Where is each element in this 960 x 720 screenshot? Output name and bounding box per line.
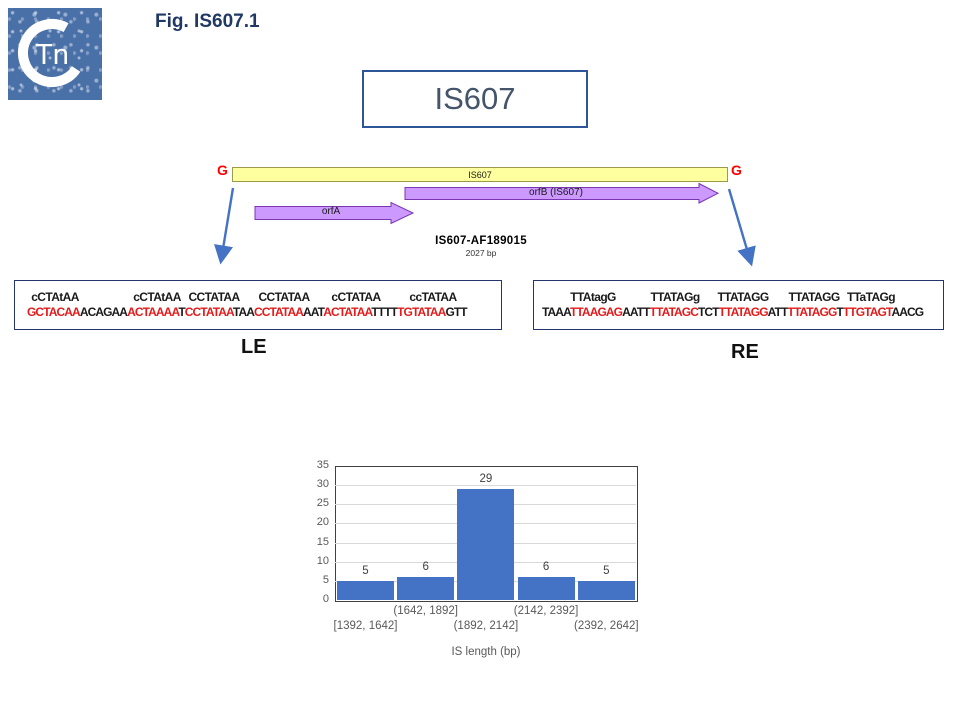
sequence-segment-black: TAAA: [542, 305, 571, 319]
consensus-group: TTATAGG: [717, 290, 769, 304]
orfA-label: orfA: [321, 206, 341, 217]
is607-element-bar: IS607: [232, 167, 728, 182]
element-length-label: 2027 bp: [465, 248, 497, 258]
sequence-segment-black: AACG: [891, 305, 924, 319]
x-category-label: (1642, 1892]: [393, 605, 458, 617]
sequence-segment-black: TAA: [232, 305, 255, 319]
sequence-segment-black: TTTT: [371, 305, 398, 319]
sequence-segment-black: AATT: [622, 305, 650, 319]
y-tick-label: 10: [316, 554, 329, 567]
x-category-label: (1892, 2142]: [453, 620, 519, 632]
y-tick-label: 35: [316, 459, 329, 471]
consensus-group: cCTAtAA: [31, 290, 79, 304]
is607-title-box: IS607: [362, 70, 588, 128]
sequence-segment-red: TTATAGG: [787, 305, 837, 319]
histogram-bar: [457, 489, 515, 600]
bar-data-label: 6: [542, 561, 550, 573]
right-flank-base: G: [731, 162, 742, 178]
consensus-group: CCTATAA: [188, 290, 240, 304]
sequence-segment-red: GCTACAA: [27, 305, 81, 319]
plot-area-border: [335, 466, 638, 602]
y-tick-label: 15: [316, 535, 329, 548]
sequence-segment-black: ACAGAA: [79, 305, 128, 319]
consensus-group: cCTAtAA: [133, 290, 181, 304]
consensus-group: CCTATAA: [258, 290, 310, 304]
gridline: [335, 485, 636, 487]
sequence-segment-red: CCTATAA: [253, 305, 304, 319]
le-sequence-box: cCTAtAA cCTAtAA CCTATAA CCTATAA cCTATAA ccTAT…: [14, 280, 502, 330]
left-flank-base: G: [217, 162, 228, 178]
sequence-row: GCTACAAACAGAAACTAAAATCCTATAATAACCTATAAAA…: [27, 305, 468, 319]
x-category-label: (2392, 2642]: [574, 620, 639, 632]
sequence-segment-black: T: [178, 305, 185, 319]
y-tick-label: 20: [316, 516, 329, 529]
consensus-group: TTAtagG: [570, 290, 616, 304]
histogram-bar: [337, 580, 394, 600]
sequence-segment-red: TTAAGAG: [569, 305, 623, 319]
sequence-segment-red: CCTATAA: [184, 305, 234, 319]
sequence-segment-red: ACTATAA: [323, 305, 372, 319]
bar-data-label: 5: [362, 564, 369, 577]
sequence-segment-black: TCT: [697, 305, 720, 319]
y-tick-label: 0: [322, 593, 329, 605]
is607-title: IS607: [434, 81, 516, 116]
sequence-segment-red: TTATAGC: [649, 305, 699, 319]
sequence-segment-red: ACTAAAA: [127, 305, 179, 319]
consensus-group: TTATAGg: [650, 290, 700, 304]
is607-element-label: IS607: [468, 169, 492, 180]
y-tick-label: 30: [316, 478, 329, 491]
bar-data-label: 29: [479, 473, 493, 485]
bar-data-label: 6: [422, 561, 429, 573]
bar-data-label: 5: [603, 564, 610, 577]
figure-label: Fig. IS607.1: [155, 11, 260, 32]
re-sequence-box: TTAtagG TTATAGg TTATAGG TTATAGG TTaTAGg TAAAT…: [533, 280, 944, 330]
sequence-segment-black: GTT: [445, 305, 467, 319]
left-connector-arrow: [214, 187, 235, 265]
right-connector-arrow: [727, 188, 756, 267]
sequence-segment-black: ATT: [767, 305, 789, 319]
logo-text: Tn: [35, 39, 69, 71]
sequence-segment-red: TTGTAGT: [842, 305, 892, 319]
accession-label: IS607-AF189015: [435, 235, 527, 247]
consensus-group: cCTATAA: [331, 290, 381, 304]
consensus-group: TTATAGG: [788, 290, 840, 304]
histogram-bar: [397, 577, 455, 600]
consensus-group: ccTATAA: [409, 290, 457, 304]
x-axis-title: IS length (bp): [451, 646, 521, 658]
sequence-segment-black: T: [836, 305, 843, 319]
histogram-bar: [517, 577, 575, 600]
histogram-bar: [577, 580, 635, 600]
y-tick-label: 5: [322, 573, 329, 586]
x-category-label: (2142, 2392]: [513, 605, 579, 617]
le-label: LE: [241, 336, 267, 358]
sequence-segment-red: TTATAGG: [718, 305, 769, 319]
ctn-logo: Tn: [8, 8, 102, 100]
y-tick-label: 25: [316, 497, 329, 510]
consensus-group: TTaTAGg: [846, 290, 896, 304]
sequence-segment-black: AAT: [303, 305, 324, 319]
re-label: RE: [731, 341, 759, 363]
sequence-segment-red: TGTATAA: [397, 305, 446, 319]
x-category-label: [1392, 1642]: [333, 620, 398, 632]
orfB-label: orfB (IS607): [529, 187, 583, 198]
logo-c-ring-icon: Tn: [18, 19, 86, 87]
sequence-row: TAAATTAAGAGAATTTTATAGCTCTTTATAGGATTTTATA…: [542, 305, 924, 319]
